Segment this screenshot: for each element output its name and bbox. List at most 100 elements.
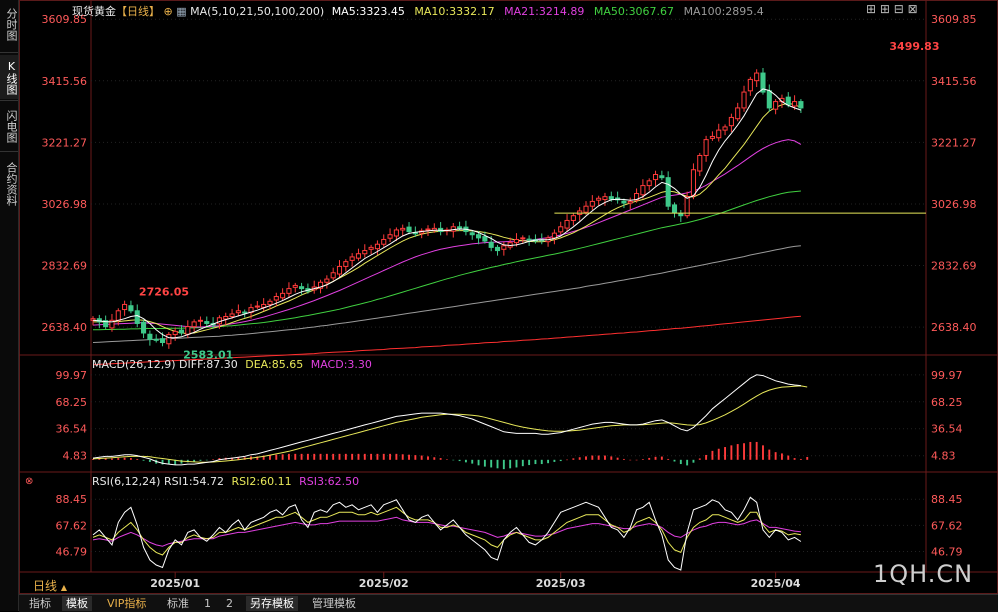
candle-body <box>671 204 678 214</box>
candle-body <box>697 154 703 172</box>
macd-params: MACD(26,12,9) <box>92 358 176 371</box>
tab-kline[interactable]: K线图 <box>0 55 18 99</box>
candle-body <box>387 234 393 239</box>
candle-body <box>153 338 159 341</box>
candle-body <box>659 175 665 179</box>
rsi3-line <box>92 516 801 547</box>
macd-histogram-bar <box>774 452 777 460</box>
macd-histogram-bar <box>793 458 796 460</box>
tab-vip-indicator[interactable]: VIP指标 <box>107 597 147 610</box>
main-y-tick-label-left: 3221.27 <box>42 136 88 149</box>
macd-histogram-bar <box>490 459 493 468</box>
macd-histogram-bar <box>755 441 758 460</box>
macd-histogram-bar <box>780 453 783 460</box>
ma5-value: MA5:3323.45 <box>331 5 405 18</box>
macd-histogram-bar <box>705 454 708 460</box>
candle-body <box>570 215 576 221</box>
macd-histogram-bar <box>111 458 113 460</box>
zoom-out-icon[interactable]: ⊟ <box>893 2 904 16</box>
macd-histogram-bar <box>591 455 594 460</box>
macd-histogram-bar <box>325 453 328 460</box>
tab-flash-chart[interactable]: 闪电图 <box>5 109 18 143</box>
macd-histogram-bar <box>427 456 429 460</box>
candle-body <box>709 135 715 139</box>
tab-2[interactable]: 2 <box>226 597 233 610</box>
candle-body <box>299 286 305 290</box>
main-y-tick-label-right: 3415.56 <box>931 75 977 88</box>
price-annotation: 3499.83 <box>889 40 939 53</box>
settings-icon[interactable]: ⊕ <box>163 5 173 18</box>
tab-template[interactable]: 模板 <box>62 596 92 611</box>
candle-body <box>551 232 557 239</box>
tab-1[interactable]: 1 <box>204 597 211 610</box>
main-y-tick-label-left: 2832.69 <box>42 260 88 273</box>
tab-indicator[interactable]: 指标 <box>29 597 51 610</box>
candle-body <box>469 232 475 236</box>
fullscreen-icon[interactable]: ⊠ <box>907 2 918 16</box>
ma100-value: MA100:2895.4 <box>683 5 764 18</box>
macd-histogram-bar <box>799 458 802 460</box>
macd-histogram-bar <box>420 455 423 460</box>
macd-histogram-bar <box>724 447 727 460</box>
candle-body <box>602 196 608 201</box>
candle-body <box>197 319 204 322</box>
main-y-tick-label-right: 3609.85 <box>931 13 977 26</box>
candle-body <box>747 78 753 92</box>
tab-contract-info[interactable]: 合约资料 <box>5 162 18 206</box>
macd-histogram-bar <box>806 456 809 460</box>
candle-body <box>792 101 798 107</box>
x-tick-label: 2025/02 <box>359 577 409 590</box>
main-y-tick-label-right: 3221.27 <box>931 136 977 149</box>
candle-body <box>684 196 690 217</box>
candle-body <box>766 90 772 109</box>
macd-histogram-bar <box>787 455 790 460</box>
macd-histogram-bar <box>692 459 695 463</box>
candle-body <box>589 200 595 207</box>
price-annotation: 2726.05 <box>139 285 189 298</box>
zoom-in-icon[interactable]: ⊞ <box>879 2 890 16</box>
candle-body <box>191 321 197 328</box>
macd-histogram-bar <box>357 453 360 460</box>
macd-histogram-bar <box>199 459 202 461</box>
candle-body <box>457 226 463 229</box>
macd-histogram-bar <box>446 459 448 460</box>
period-selector[interactable]: 日线 ▲ <box>33 579 67 593</box>
chart-canvas[interactable]: 2638.40 2638.40 2832.69 2832.69 3026.98 3026.… <box>19 0 998 594</box>
main-y-tick-label-left: 3415.56 <box>42 75 88 88</box>
candle-body <box>343 261 349 267</box>
tab-standard[interactable]: 标准 <box>167 597 189 610</box>
crosshair-icon[interactable]: ⊞ <box>866 2 877 16</box>
macd-histogram-bar <box>395 453 398 460</box>
macd-histogram-bar <box>212 459 215 460</box>
tab-manage-template[interactable]: 管理模板 <box>312 597 356 610</box>
macd-histogram-bar <box>205 459 208 461</box>
candle-body <box>159 338 166 343</box>
tab-timeshare[interactable]: 分时图 <box>5 7 18 41</box>
macd-histogram-bar <box>483 459 486 467</box>
macd-histogram-bar <box>585 456 587 460</box>
macd-histogram-bar <box>616 457 619 460</box>
macd-histogram-bar <box>338 453 341 460</box>
macd-diff-line <box>92 374 801 466</box>
macd-histogram-bar <box>161 459 164 465</box>
candle-body <box>317 281 324 289</box>
ma50-line <box>93 190 801 331</box>
candle-body <box>286 288 292 294</box>
macd-histogram-bar <box>332 453 335 460</box>
macd-histogram-bar <box>281 454 284 460</box>
rsi-y-tick-label-right: 46.79 <box>931 545 963 558</box>
chart-tool-icons: ⊞ ⊞ ⊟ ⊠ <box>866 2 918 16</box>
tab-save-template[interactable]: 另存模板 <box>246 596 298 611</box>
candle-body <box>494 246 501 252</box>
candle-body <box>115 310 121 321</box>
macd-histogram-bar <box>218 458 221 460</box>
macd-histogram-bar <box>408 454 410 460</box>
indicator-switch-icon[interactable]: ▦ <box>176 5 187 18</box>
macd-histogram-bar <box>660 456 663 460</box>
macd-y-tick-label-right: 36.54 <box>931 423 963 436</box>
rsi-y-tick-label-left: 88.45 <box>56 493 88 506</box>
rsi-y-tick-label-right: 67.62 <box>931 519 963 532</box>
macd-histogram-bar <box>433 457 436 460</box>
macd-histogram-bar <box>622 458 625 460</box>
macd-y-tick-label-right: 4.83 <box>931 450 956 463</box>
